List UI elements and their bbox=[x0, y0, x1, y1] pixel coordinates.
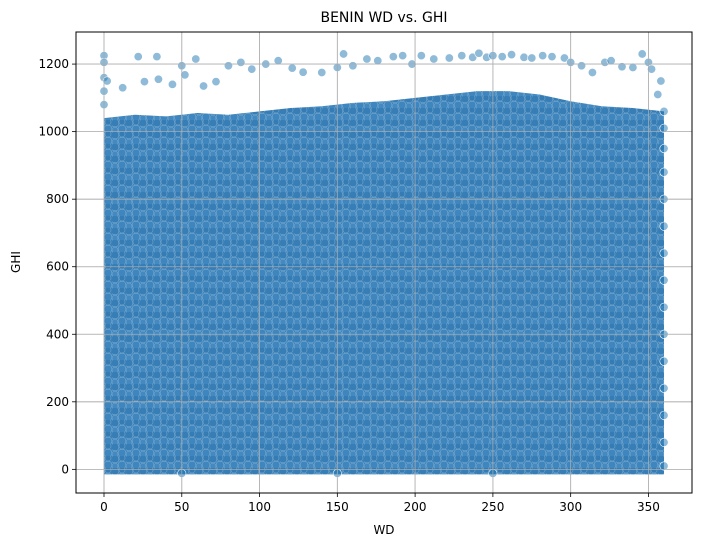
scatter-point bbox=[457, 51, 467, 61]
scatter-point bbox=[659, 356, 669, 366]
scatter-point bbox=[659, 144, 669, 154]
scatter-point bbox=[153, 74, 163, 84]
scatter-point bbox=[416, 51, 426, 61]
scatter-point bbox=[547, 52, 557, 62]
scatter-point bbox=[587, 68, 597, 78]
x-tick-label: 0 bbox=[100, 500, 108, 514]
scatter-point bbox=[247, 64, 257, 74]
x-tick-label: 100 bbox=[248, 500, 271, 514]
scatter-point bbox=[102, 76, 112, 86]
scatter-point bbox=[538, 51, 548, 61]
y-tick-label: 0 bbox=[61, 462, 69, 476]
scatter-point bbox=[577, 61, 587, 71]
scatter-point bbox=[527, 53, 537, 63]
scatter-point bbox=[606, 56, 616, 66]
y-tick-label: 200 bbox=[46, 395, 69, 409]
x-tick-label: 250 bbox=[481, 500, 504, 514]
scatter-point bbox=[373, 56, 383, 66]
y-axis-label: GHI bbox=[9, 251, 23, 273]
y-tick-label: 800 bbox=[46, 192, 69, 206]
scatter-point bbox=[133, 52, 143, 62]
scatter-point bbox=[659, 275, 669, 285]
scatter-point bbox=[507, 50, 517, 60]
scatter-point bbox=[474, 48, 484, 58]
scatter-point bbox=[398, 51, 408, 61]
scatter-point bbox=[139, 77, 149, 87]
scatter-point bbox=[659, 123, 669, 133]
scatter-point bbox=[191, 54, 201, 64]
scatter-point bbox=[339, 49, 349, 59]
x-tick-label: 200 bbox=[404, 500, 427, 514]
scatter-point bbox=[659, 167, 669, 177]
scatter-point bbox=[273, 56, 283, 66]
scatter-point bbox=[362, 54, 372, 64]
scatter-point bbox=[118, 83, 128, 93]
x-tick-label: 50 bbox=[174, 500, 189, 514]
scatter-point bbox=[659, 248, 669, 258]
plot-frame bbox=[75, 31, 693, 494]
scatter-point bbox=[519, 52, 529, 62]
scatter-point bbox=[659, 221, 669, 231]
scatter-point bbox=[223, 61, 233, 71]
dense-point-cloud bbox=[104, 91, 664, 475]
scatter-point bbox=[659, 383, 669, 393]
scatter-point bbox=[317, 68, 327, 78]
scatter-point bbox=[287, 63, 297, 73]
scatter-point bbox=[659, 106, 669, 116]
scatter-point bbox=[444, 53, 454, 63]
scatter-point bbox=[211, 77, 221, 87]
scatter-point bbox=[647, 64, 657, 74]
y-tick-label: 1200 bbox=[38, 57, 69, 71]
scatter-point bbox=[199, 81, 209, 91]
y-axis-ticks: 0 200 400 600 800 1000 1200 bbox=[38, 57, 76, 476]
scatter-point bbox=[637, 49, 647, 59]
scatter-point bbox=[167, 79, 177, 89]
x-axis-ticks: 0 50 100 150 200 250 300 350 bbox=[100, 493, 660, 514]
scatter-point bbox=[152, 52, 162, 62]
x-tick-label: 300 bbox=[559, 500, 582, 514]
scatter-point bbox=[236, 57, 246, 67]
gridlines-overlay bbox=[76, 32, 692, 493]
scatter-point bbox=[180, 70, 190, 80]
y-tick-label: 600 bbox=[46, 260, 69, 274]
scatter-point bbox=[429, 54, 439, 64]
scatter-point bbox=[628, 62, 638, 72]
scatter-point bbox=[559, 53, 569, 63]
x-tick-label: 350 bbox=[637, 500, 660, 514]
scatter-point bbox=[656, 76, 666, 86]
scatter-point bbox=[659, 410, 669, 420]
y-tick-label: 400 bbox=[46, 327, 69, 341]
x-tick-label: 150 bbox=[326, 500, 349, 514]
chart-title: BENIN WD vs. GHI bbox=[320, 10, 447, 26]
scatter-point bbox=[659, 437, 669, 447]
scatter-point bbox=[659, 302, 669, 312]
scatter-point bbox=[659, 461, 669, 471]
x-axis-label: WD bbox=[373, 523, 394, 537]
scatter-point bbox=[653, 89, 663, 99]
scatter-point bbox=[497, 52, 507, 62]
scatter-point bbox=[348, 61, 358, 71]
scatter-point bbox=[617, 62, 627, 72]
y-tick-label: 1000 bbox=[38, 125, 69, 139]
scatter-point bbox=[468, 52, 478, 62]
scatter-point bbox=[388, 52, 398, 62]
scatter-point bbox=[298, 67, 308, 77]
